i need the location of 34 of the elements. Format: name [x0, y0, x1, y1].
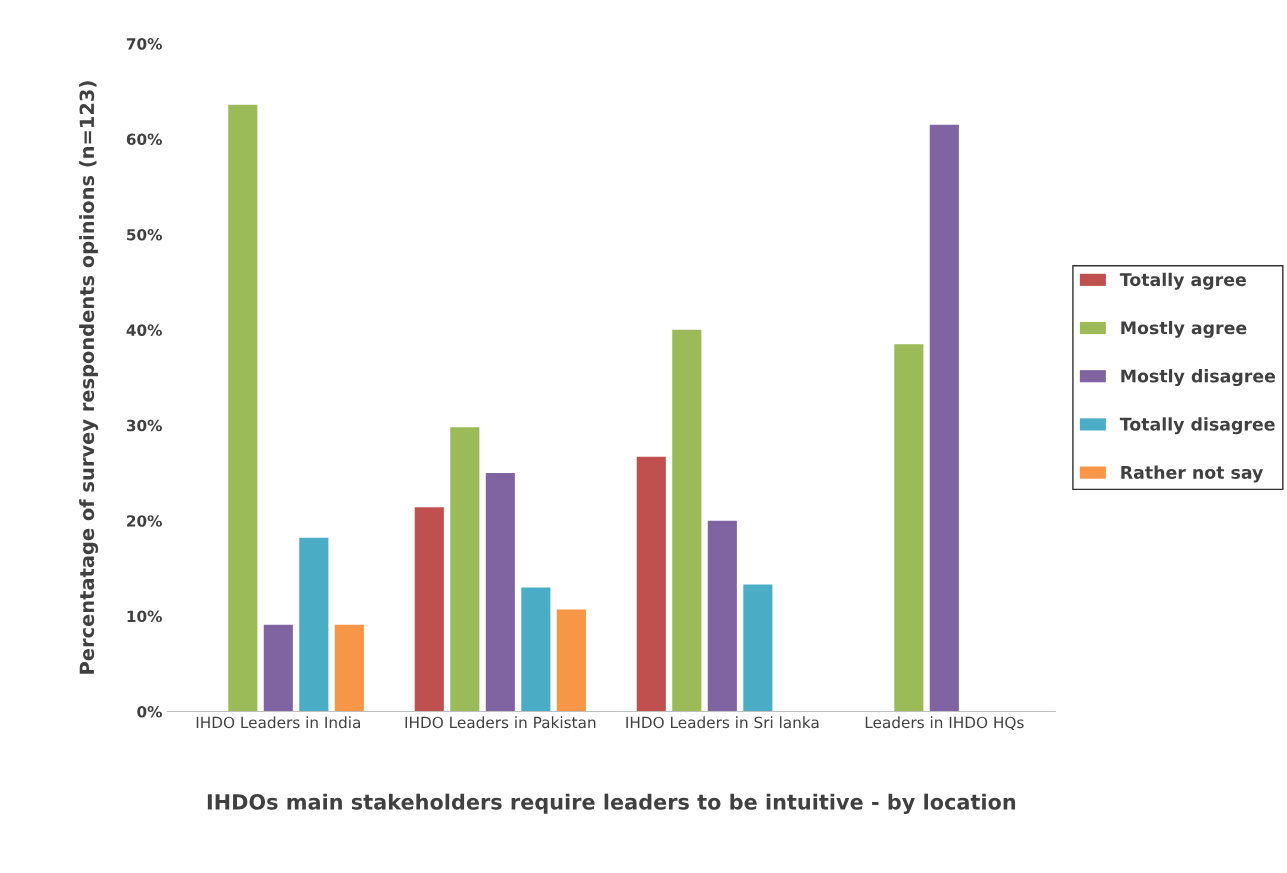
- bar: [929, 124, 959, 712]
- bar: [521, 587, 551, 712]
- bar: [707, 520, 737, 712]
- x-axis-title: IHDOs main stakeholders require leaders to be intuitive - by location: [207, 793, 1016, 814]
- bar: [894, 344, 924, 712]
- x-tick-label: IHDO Leaders in Pakistan: [405, 716, 596, 729]
- bar: [414, 507, 444, 712]
- bar: [485, 472, 515, 712]
- bar: [672, 329, 702, 712]
- legend-label: Mostly disagree: [1121, 369, 1276, 387]
- x-tick-label: IHDO Leaders in Sri lanka: [626, 716, 819, 729]
- legend-label: Totally disagree: [1119, 417, 1275, 435]
- bar: [743, 584, 773, 712]
- x-tick-label: Leaders in IHDO HQs: [865, 716, 1024, 730]
- bar: [263, 624, 293, 712]
- bar: [450, 427, 480, 712]
- bar: [334, 624, 364, 712]
- legend-label: Mostly agree: [1121, 320, 1247, 338]
- y-axis-title: Percentatage of survey respondents opinions (n=123): [79, 81, 99, 674]
- y-tick-label: 20%: [127, 515, 162, 527]
- y-tick-label: 0%: [137, 705, 162, 718]
- bar: [636, 456, 666, 712]
- y-tick-label: 70%: [126, 38, 162, 50]
- bar: [556, 609, 586, 712]
- bar: [299, 537, 329, 712]
- y-tick-label: 50%: [127, 228, 162, 241]
- y-tick-label: 30%: [126, 419, 162, 432]
- y-tick-label: 10%: [127, 610, 162, 623]
- y-tick-label: 40%: [126, 324, 162, 336]
- y-tick-label: 60%: [126, 133, 162, 146]
- legend-label: Totally agree: [1119, 272, 1246, 290]
- legend-label: Rather not say: [1121, 465, 1264, 483]
- bar: [228, 104, 258, 712]
- x-tick-label: IHDO Leaders in India: [196, 716, 360, 729]
